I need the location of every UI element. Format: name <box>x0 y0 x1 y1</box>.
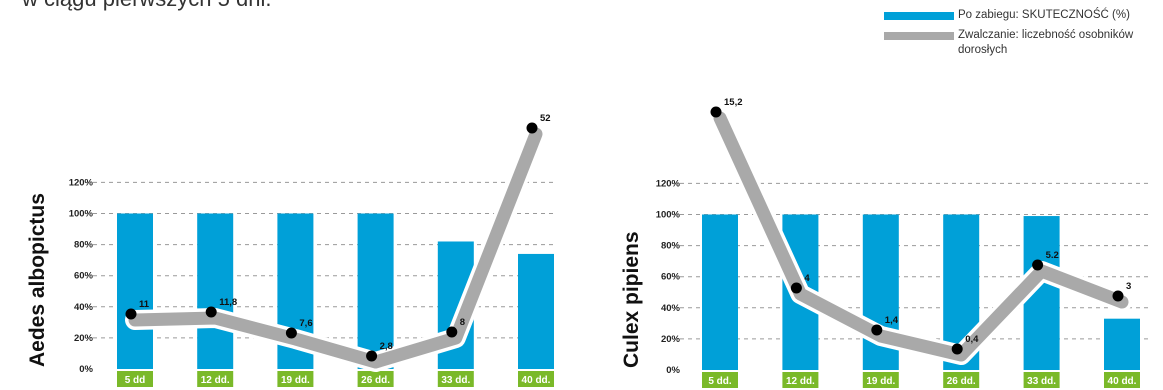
data-point <box>526 122 538 134</box>
data-point <box>871 324 883 336</box>
y-tick-label: 40% <box>74 302 94 313</box>
data-point <box>125 308 137 320</box>
y-tick-label: 60% <box>661 272 681 283</box>
category-label: 5 dd. <box>708 376 732 387</box>
data-point <box>710 106 722 118</box>
category-bg <box>1104 372 1140 388</box>
legend-swatch-population <box>884 32 954 40</box>
category-bg <box>1023 372 1060 388</box>
y-tick-label: 20% <box>74 333 94 344</box>
category-label: 40 dd. <box>522 375 551 386</box>
category-label: 33 dd. <box>441 375 470 386</box>
data-label: 11 <box>139 299 150 310</box>
y-tick-label: 100% <box>69 209 94 220</box>
bar <box>357 213 394 369</box>
category-bg <box>862 372 899 388</box>
data-label: 0,4 <box>965 334 979 345</box>
bar <box>518 253 554 369</box>
legend-item-efficacy: Po zabiegu: SKUTECZNOŚĆ (%) <box>884 8 1163 28</box>
y-tick-label: 0% <box>666 365 680 376</box>
data-label: 52 <box>540 113 551 124</box>
legend: Po zabiegu: SKUTECZNOŚĆ (%) Zwalczanie: … <box>884 8 1163 64</box>
bar <box>1104 318 1140 370</box>
data-point <box>1032 259 1044 271</box>
category-bg <box>437 371 474 387</box>
y-tick-label: 120% <box>656 178 681 189</box>
y-tick-label: 20% <box>661 334 681 345</box>
data-point <box>1112 290 1124 302</box>
chart-title: Aedes albopictus <box>26 193 49 367</box>
category-bg <box>357 371 394 387</box>
data-label: 4 <box>804 273 810 284</box>
y-tick-label: 60% <box>74 271 94 282</box>
data-point <box>285 327 297 339</box>
chart-title: Culex pipiens <box>620 231 643 368</box>
category-bg <box>197 371 234 387</box>
y-tick-label: 100% <box>656 210 681 221</box>
data-label: 3 <box>1126 281 1131 292</box>
top-caption: w ciągu pierwszych 5 dni. <box>22 0 271 12</box>
data-point <box>446 326 458 338</box>
category-label: 26 dd. <box>947 376 976 387</box>
y-tick-label: 0% <box>79 364 93 375</box>
data-label: 1,4 <box>885 315 899 326</box>
y-tick-label: 120% <box>69 177 94 188</box>
series-line-halo <box>125 124 546 372</box>
category-label: 40 dd. <box>1108 376 1137 387</box>
legend-item-population: Zwalczanie: liczebność osobników dorosły… <box>884 28 1163 64</box>
data-label: 7,6 <box>299 318 312 329</box>
data-label: 8 <box>460 317 465 328</box>
category-label: 12 dd. <box>201 375 230 386</box>
category-label: 19 dd. <box>866 376 895 387</box>
legend-swatch-efficacy <box>884 12 954 20</box>
data-label: 11,8 <box>219 297 237 308</box>
bar <box>117 213 153 369</box>
data-point <box>951 343 963 355</box>
data-label: 15,2 <box>724 97 743 108</box>
category-bg <box>117 371 153 387</box>
data-label: 5.2 <box>1046 250 1059 261</box>
series-line <box>713 111 1129 362</box>
y-tick-label: 40% <box>661 303 681 314</box>
category-bg <box>277 371 314 387</box>
data-point <box>366 350 378 362</box>
category-bg <box>943 372 980 388</box>
y-tick-label: 80% <box>74 240 94 251</box>
category-bg <box>702 372 738 388</box>
category-label: 26 dd. <box>361 375 390 386</box>
category-label: 12 dd. <box>786 376 815 387</box>
data-point <box>790 282 802 294</box>
series-line <box>128 127 543 369</box>
legend-label-efficacy: Po zabiegu: SKUTECZNOŚĆ (%) <box>958 9 1130 21</box>
y-tick-label: 80% <box>661 241 681 252</box>
category-label: 33 dd. <box>1027 376 1056 387</box>
category-bg <box>518 371 554 387</box>
legend-label-population: Zwalczanie: liczebność osobników dorosły… <box>958 29 1134 56</box>
bar <box>702 214 738 370</box>
category-label: 19 dd. <box>281 375 310 386</box>
category-bg <box>782 372 819 388</box>
data-label: 2,8 <box>380 341 393 352</box>
category-label: 5 dd <box>125 375 146 386</box>
data-point <box>205 306 217 318</box>
bar <box>197 213 234 369</box>
